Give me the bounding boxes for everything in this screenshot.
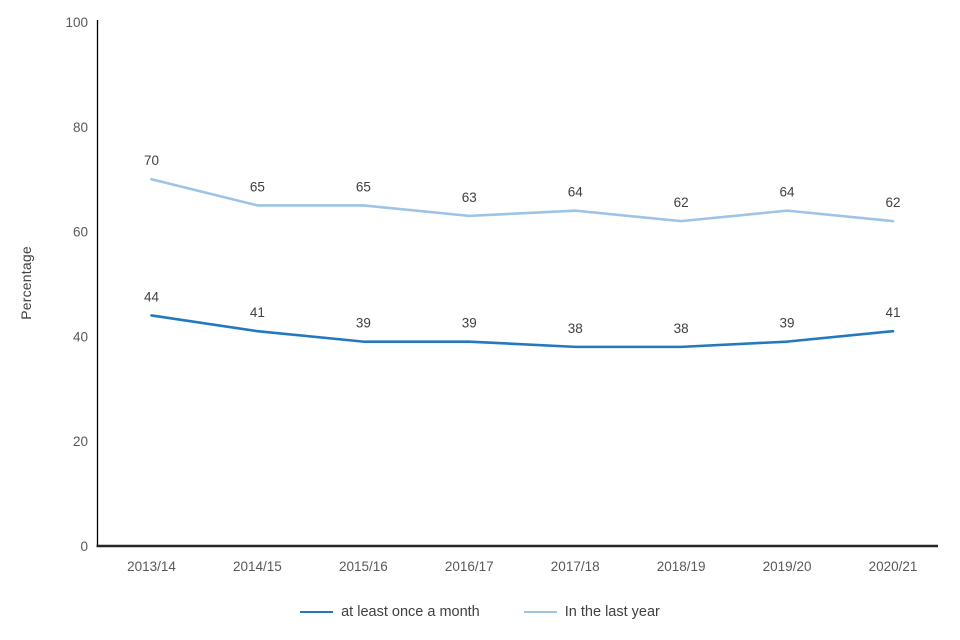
y-tick-label: 100 xyxy=(65,15,88,30)
data-label: 65 xyxy=(356,179,371,194)
x-tick-label: 2018/19 xyxy=(657,559,706,574)
data-label: 65 xyxy=(250,179,265,194)
y-axis-title: Percentage xyxy=(18,246,34,320)
chart-line-in-the-last-year xyxy=(150,177,895,223)
x-tick-label: 2020/21 xyxy=(869,559,918,574)
data-label: 64 xyxy=(780,185,796,200)
x-tick-label: 2019/20 xyxy=(763,559,812,574)
legend-item-in-the-last-year: In the last year xyxy=(523,604,660,620)
x-tick-label: 2017/18 xyxy=(551,559,600,574)
data-label: 70 xyxy=(144,153,159,168)
data-label: 64 xyxy=(568,185,584,200)
legend-label: In the last year xyxy=(564,604,660,620)
y-tick-label: 80 xyxy=(73,120,88,135)
y-tick-label: 40 xyxy=(73,329,88,344)
data-label: 44 xyxy=(144,289,160,304)
y-tick-label: 60 xyxy=(73,225,88,240)
data-label: 41 xyxy=(250,305,265,320)
plot-area: 0 20 40 60 80 100 2013/14 2014/15 2015/16 2016/17… xyxy=(65,15,938,574)
data-label: 39 xyxy=(356,316,371,331)
legend-line-swatch-light-blue xyxy=(523,611,557,613)
legend-label: at least once a month xyxy=(341,604,480,620)
y-tick-label: 0 xyxy=(80,539,88,554)
data-label: 62 xyxy=(885,195,900,210)
x-tick-label: 2016/17 xyxy=(445,559,494,574)
data-label: 62 xyxy=(674,195,689,210)
legend: at least once a month In the last year xyxy=(0,597,960,627)
data-label: 38 xyxy=(568,321,583,336)
y-tick-label: 20 xyxy=(73,434,88,449)
data-label: 39 xyxy=(780,316,795,331)
legend-item-at-least-once-a-month: at least once a month xyxy=(300,604,480,620)
data-label: 41 xyxy=(885,305,900,320)
data-label: 38 xyxy=(674,321,689,336)
data-label: 39 xyxy=(462,316,477,331)
legend-line-swatch-dark-blue xyxy=(300,611,334,613)
x-tick-label: 2015/16 xyxy=(339,559,388,574)
data-label: 63 xyxy=(462,190,477,205)
x-tick-label: 2013/14 xyxy=(127,559,176,574)
chart-line-at-least-once-a-month xyxy=(150,314,895,349)
x-tick-label: 2014/15 xyxy=(233,559,282,574)
